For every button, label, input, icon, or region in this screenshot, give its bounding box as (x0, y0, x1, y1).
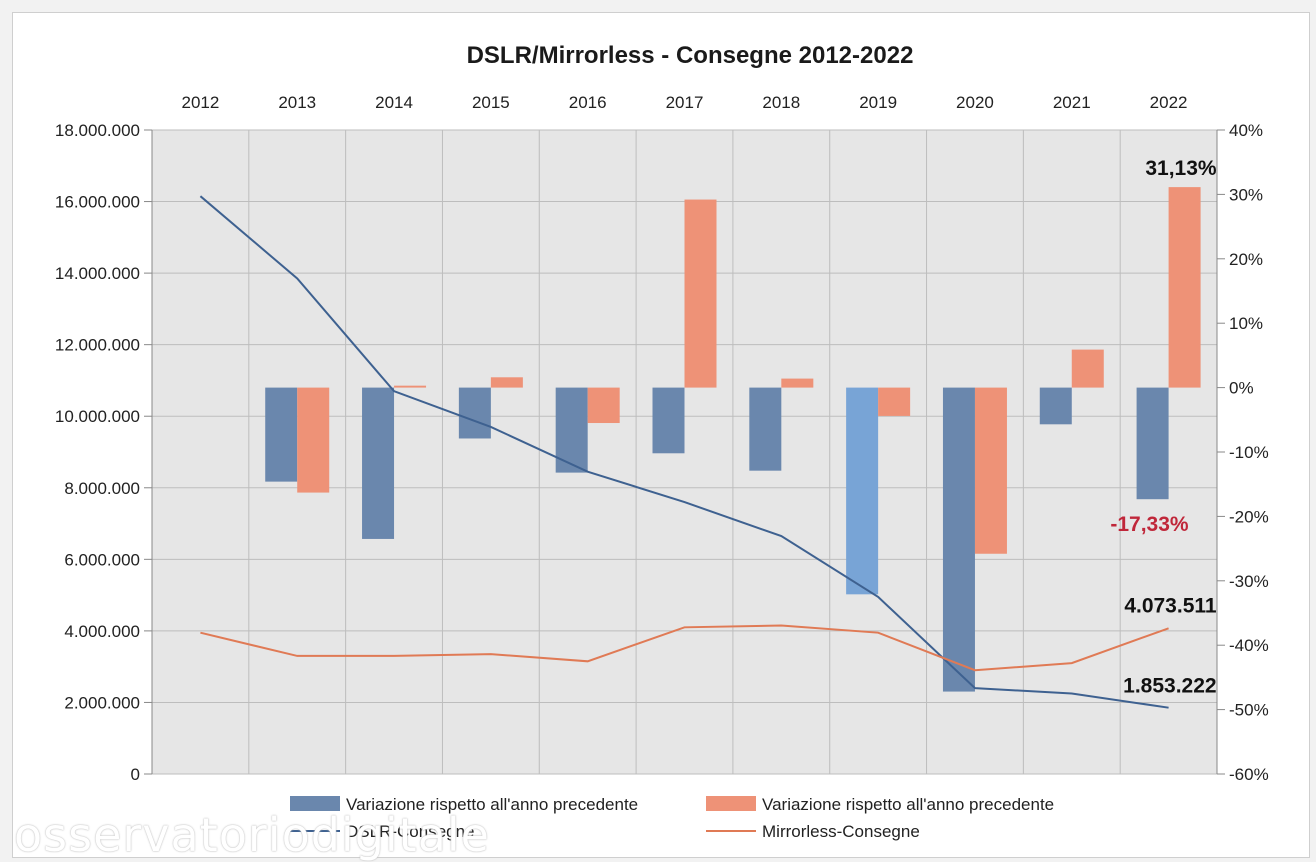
dslr-change-bar-2015 (458, 387, 491, 439)
y-right-tick-label: -10% (1229, 443, 1269, 462)
x-tick-label: 2018 (762, 93, 800, 112)
legend-label: Mirrorless-Consegne (762, 822, 920, 841)
chart-title: DSLR/Mirrorless - Consegne 2012-2022 (467, 42, 914, 69)
y-left-tick-label: 2.000.000 (64, 693, 140, 712)
y-right-tick-label: -40% (1229, 636, 1269, 655)
y-left-tick-label: 14.000.000 (55, 264, 140, 283)
dslr-change-bar-2020 (942, 387, 975, 692)
annotation-label: 1.853.222 (1123, 675, 1216, 698)
dslr-change-bar-2014 (362, 387, 395, 539)
y-right-tick-label: -20% (1229, 507, 1269, 526)
mirrorless-change-bar-2020 (974, 387, 1007, 554)
mirrorless-change-bar-2018 (781, 378, 814, 388)
watermark: osservatoriodigitale (14, 808, 490, 862)
y-left-tick-label: 8.000.000 (64, 479, 140, 498)
dslr-change-bar-2013 (265, 387, 298, 482)
x-tick-label: 2016 (569, 93, 607, 112)
dslr-consegne-line (199, 195, 1169, 709)
mirrorless-change-bar-2015 (490, 377, 523, 388)
mirrorless-change-bar-2022 (1168, 187, 1201, 388)
y-left-tick-label: 10.000.000 (55, 407, 140, 426)
legend-label: Variazione rispetto all'anno precedente (346, 795, 638, 814)
x-tick-label: 2013 (278, 93, 316, 112)
x-tick-label: 2017 (666, 93, 704, 112)
y-right-tick-label: 40% (1229, 121, 1263, 140)
dslr-change-bar-2018 (749, 387, 782, 471)
y-left-tick-label: 4.000.000 (64, 622, 140, 641)
y-right-tick-label: -30% (1229, 572, 1269, 591)
mirrorless-change-bar-2021 (1071, 349, 1104, 388)
annotation-label: 4.073.511 (1124, 594, 1217, 617)
x-tick-label: 2022 (1150, 93, 1188, 112)
y-right-tick-label: 20% (1229, 250, 1263, 269)
y-left-tick-label: 6.000.000 (64, 550, 140, 569)
mirrorless-change-bar-2013 (297, 387, 330, 493)
dslr-change-bar-2021 (1039, 387, 1072, 425)
mirrorless-change-bar-2019 (878, 387, 911, 416)
y-right-tick-label: 10% (1229, 314, 1263, 333)
y-left-tick-label: 12.000.000 (55, 336, 140, 355)
y-right-tick-label: -60% (1229, 765, 1269, 784)
legend-swatch-0 (290, 796, 340, 811)
x-tick-label: 2015 (472, 93, 510, 112)
mirrorless-change-bar-2017 (684, 199, 717, 388)
annotation-label: 31,13% (1145, 157, 1217, 180)
legend-swatch-1 (706, 796, 756, 811)
x-tick-label: 2019 (859, 93, 897, 112)
x-tick-label: 2012 (181, 93, 219, 112)
dslr-change-bar-2017 (652, 387, 685, 454)
x-tick-label: 2021 (1053, 93, 1091, 112)
mirrorless-change-bar-2014 (394, 385, 427, 388)
dslr-change-bar-2019 (846, 387, 879, 595)
mirrorless-consegne-line (200, 624, 1169, 672)
legend-label: Variazione rispetto all'anno precedente (762, 795, 1054, 814)
y-left-tick-label: 0 (131, 765, 140, 784)
legend-label: DSLR-Consegne (346, 822, 475, 841)
x-tick-label: 2020 (956, 93, 994, 112)
dslr-change-bar-2022 (1136, 387, 1169, 500)
y-right-tick-label: 0% (1229, 379, 1254, 398)
y-right-tick-label: -50% (1229, 701, 1269, 720)
y-left-tick-label: 18.000.000 (55, 121, 140, 140)
x-tick-label: 2014 (375, 93, 413, 112)
y-right-tick-label: 30% (1229, 185, 1263, 204)
y-left-tick-label: 16.000.000 (55, 193, 140, 212)
annotation-label: -17,33% (1110, 513, 1189, 536)
mirrorless-change-bar-2016 (587, 387, 620, 424)
